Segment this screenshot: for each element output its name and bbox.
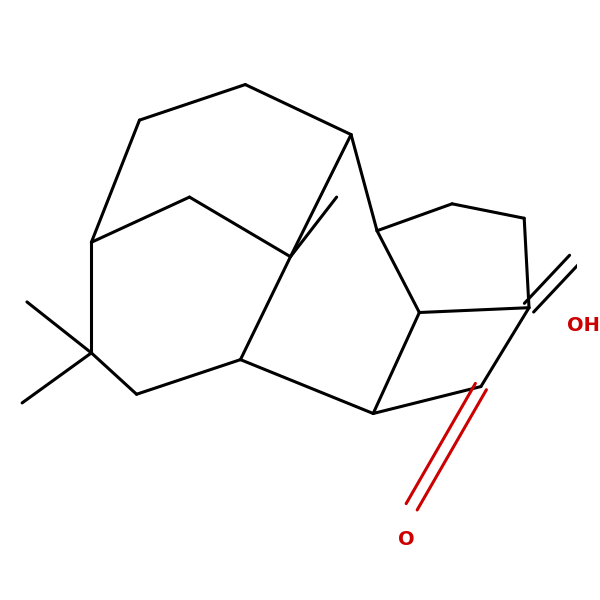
Text: O: O xyxy=(398,530,414,549)
Text: OH: OH xyxy=(566,316,599,335)
